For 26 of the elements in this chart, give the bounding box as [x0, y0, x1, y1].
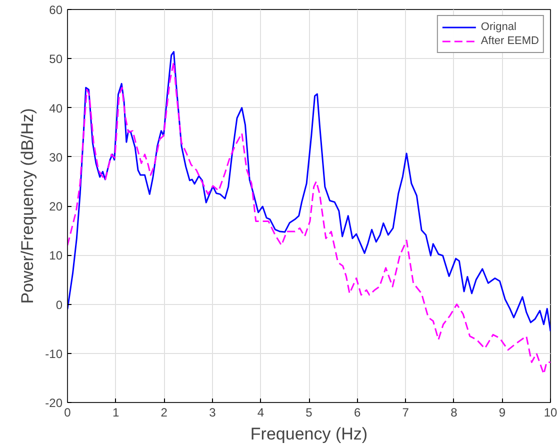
x-tick-label: 1: [112, 406, 120, 420]
legend-label: After EEMD: [480, 34, 539, 48]
x-axis-title: Frequency (Hz): [250, 424, 368, 444]
y-tick-label: 0: [56, 298, 63, 312]
line-series: [68, 51, 550, 332]
line-series: [68, 61, 550, 375]
x-tick-label: 0: [64, 406, 72, 420]
x-tick-label: 2: [160, 406, 168, 420]
y-tick-label: 20: [49, 200, 63, 214]
x-tick-label: 3: [209, 406, 216, 420]
x-tick-label: 7: [402, 406, 410, 420]
y-tick-label: 40: [49, 101, 63, 116]
y-tick-label: 60: [49, 3, 63, 17]
x-tick-label: 4: [257, 406, 264, 420]
x-tick-label: 9: [498, 406, 506, 420]
x-tick-label: 6: [354, 406, 361, 420]
y-axis-title: Power/Frequency (dB/Hz): [18, 108, 38, 304]
y-tick-label: -20: [45, 396, 63, 410]
x-tick-label: 5: [306, 406, 313, 420]
legend-label: Orignal: [480, 20, 516, 34]
x-tick-label: 10: [544, 406, 558, 420]
y-tick-label: 30: [49, 150, 63, 164]
x-tick-label: 8: [450, 406, 458, 420]
y-tick-label: -10: [45, 346, 63, 361]
y-tick-label: 10: [49, 248, 63, 263]
y-tick-label: 50: [49, 52, 63, 66]
